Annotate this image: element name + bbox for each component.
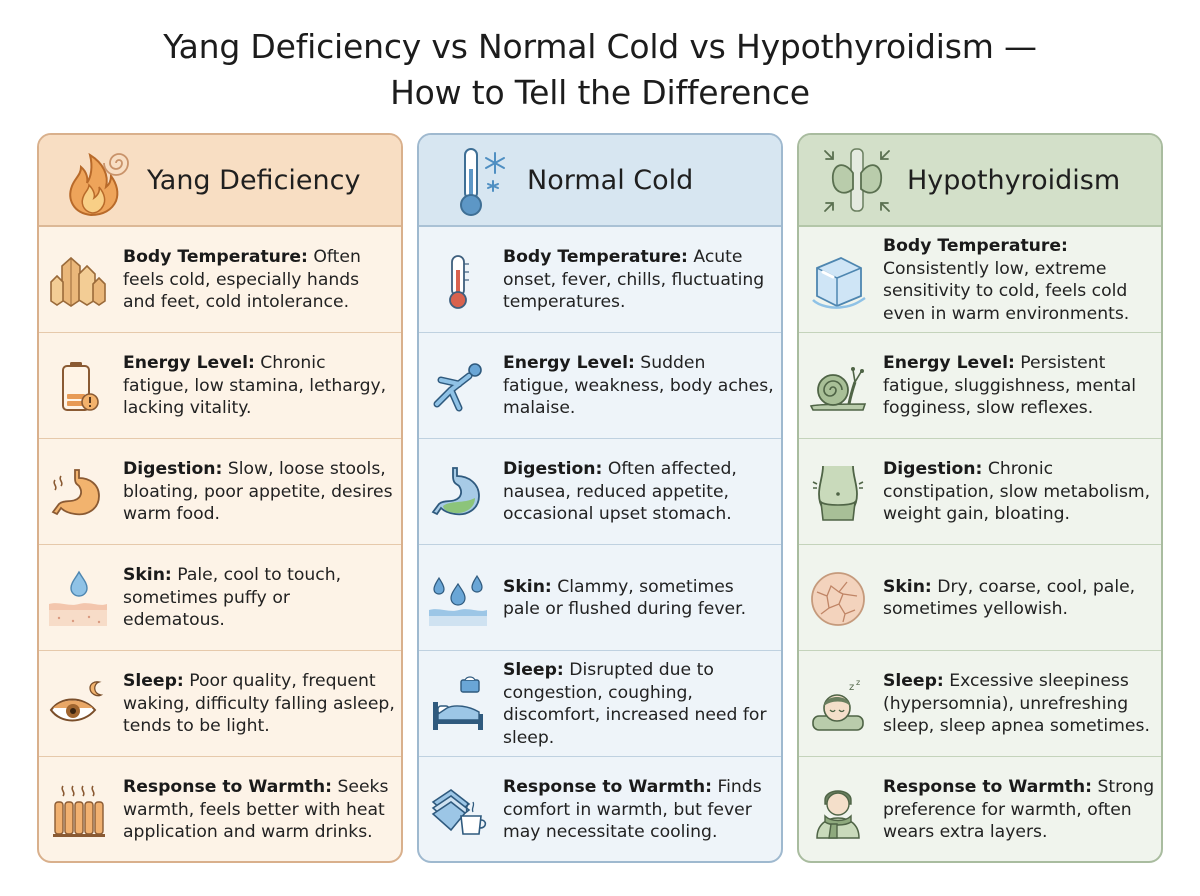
row-description: Finds comfort in warmth, but fever may n… bbox=[503, 777, 762, 843]
eye-moon-icon bbox=[49, 681, 104, 722]
row-description: Acute onset, fever, chills, fluctuating … bbox=[503, 247, 765, 313]
row-label: Sleep: bbox=[123, 671, 184, 692]
warm-stomach-icon bbox=[51, 469, 100, 516]
upset-stomach-icon bbox=[431, 467, 480, 516]
crystal-icon bbox=[50, 256, 106, 307]
row-skin: Skin: Pale, cool to touch, sometimes puf… bbox=[39, 545, 401, 651]
row-body-temperature: Body Temperature: Acute onset, fever, ch… bbox=[419, 227, 781, 333]
column-normal-cold: Normal Cold Body Temperature: Acute onse… bbox=[417, 133, 783, 863]
skin-droplet-icon bbox=[49, 570, 107, 626]
row-label: Energy Level: bbox=[503, 353, 635, 374]
blanket-tea-icon bbox=[431, 789, 487, 835]
row-sleep: Sleep: Disrupted due to congestion, coug… bbox=[419, 651, 781, 757]
row-label: Response to Warmth: bbox=[883, 777, 1093, 798]
flame-spiral-icon bbox=[69, 152, 129, 217]
column-header: Yang Deficiency bbox=[39, 135, 401, 227]
row-digestion: Digestion: Often affected, nausea, reduc… bbox=[419, 439, 781, 545]
row-description: Slow, loose stools, bloating, poor appet… bbox=[123, 459, 393, 525]
row-description: Consistently low, extreme sensitivity to… bbox=[883, 258, 1130, 324]
title-line-2: How to Tell the Difference bbox=[390, 73, 810, 112]
page-title: Yang Deficiency vs Normal Cold vs Hypoth… bbox=[0, 24, 1200, 116]
row-body-temperature: Body Temperature: Often feels cold, espe… bbox=[39, 227, 401, 333]
row-label: Response to Warmth: bbox=[503, 777, 713, 798]
svg-text:z: z bbox=[856, 678, 860, 687]
row-description: Clammy, sometimes pale or flushed during… bbox=[503, 576, 747, 620]
row-label: Body Temperature: bbox=[883, 236, 1068, 256]
row-label: Digestion: bbox=[123, 459, 223, 480]
row-label: Body Temperature: bbox=[503, 247, 688, 268]
row-description: Chronic fatigue, low stamina, lethargy, … bbox=[123, 353, 387, 419]
svg-text:z: z bbox=[849, 682, 854, 693]
column-header: Normal Cold bbox=[419, 135, 781, 227]
row-energy-level: Energy Level: Sudden fatigue, weakness, … bbox=[419, 333, 781, 439]
row-label: Body Temperature: bbox=[123, 247, 308, 268]
row-digestion: Digestion: Slow, loose stools, bloating,… bbox=[39, 439, 401, 545]
row-label: Digestion: bbox=[503, 459, 603, 480]
row-description: Excessive sleepiness (hypersomnia), unre… bbox=[883, 671, 1150, 737]
column-hypothyroidism: Hypothyroidism Body Temperature: Consist… bbox=[797, 133, 1163, 863]
row-response-to-warmth: Response to Warmth: Finds comfort in war… bbox=[419, 757, 781, 861]
row-sleep: Sleep: Poor quality, frequent waking, di… bbox=[39, 651, 401, 757]
row-label: Digestion: bbox=[883, 459, 983, 480]
row-label: Skin: bbox=[123, 565, 172, 586]
row-energy-level: Energy Level: Persistent fatigue, sluggi… bbox=[799, 333, 1161, 439]
falling-person-icon bbox=[433, 363, 482, 412]
row-description: Sudden fatigue, weakness, body aches, ma… bbox=[503, 353, 774, 419]
row-label: Energy Level: bbox=[883, 353, 1015, 374]
thermometer-icon bbox=[449, 255, 469, 309]
radiator-icon bbox=[53, 785, 105, 837]
row-label: Sleep: bbox=[503, 660, 564, 680]
row-description: Persistent fatigue, sluggishness, mental… bbox=[883, 353, 1137, 419]
row-response-to-warmth: Response to Warmth: Strong preference fo… bbox=[799, 757, 1161, 861]
row-description: Disrupted due to congestion, coughing, d… bbox=[503, 660, 767, 748]
thermometer-snowflake-icon bbox=[460, 148, 505, 216]
row-description: Seeks warmth, feels better with heat app… bbox=[123, 777, 389, 843]
row-label: Response to Warmth: bbox=[123, 777, 333, 798]
column-header: Hypothyroidism bbox=[799, 135, 1161, 227]
row-description: Poor quality, frequent waking, difficult… bbox=[123, 671, 395, 737]
belly-icon bbox=[812, 465, 864, 521]
row-label: Skin: bbox=[883, 576, 932, 597]
row-description: Strong preference for warmth, often wear… bbox=[883, 777, 1155, 843]
row-digestion: Digestion: Chronic constipation, slow me… bbox=[799, 439, 1161, 545]
column-title: Yang Deficiency bbox=[147, 165, 361, 196]
row-description: Pale, cool to touch, sometimes puffy or … bbox=[123, 565, 342, 631]
sleeping-face-icon: z z bbox=[812, 678, 864, 731]
column-yang-deficiency: Yang Deficiency Body Temperature: Often … bbox=[37, 133, 403, 863]
row-label: Sleep: bbox=[883, 671, 944, 692]
column-title: Normal Cold bbox=[527, 165, 694, 196]
ice-cube-icon bbox=[812, 257, 866, 309]
row-skin: Skin: Clammy, sometimes pale or flushed … bbox=[419, 545, 781, 651]
row-description: Often affected, nausea, reduced appetite… bbox=[503, 459, 737, 525]
row-description: Often feels cold, especially hands and f… bbox=[123, 247, 361, 313]
scarf-person-icon bbox=[816, 790, 860, 839]
row-body-temperature: Body Temperature: Consistently low, extr… bbox=[799, 227, 1161, 333]
bed-tissues-icon bbox=[433, 676, 483, 730]
row-description: Dry, coarse, cool, pale, sometimes yello… bbox=[883, 576, 1136, 620]
row-skin: Skin: Dry, coarse, cool, pale, sometimes… bbox=[799, 545, 1161, 651]
low-battery-icon bbox=[62, 362, 99, 411]
row-sleep: z z Sleep: Excessive sleepiness (hyperso… bbox=[799, 651, 1161, 757]
thyroid-icon bbox=[824, 148, 890, 212]
skin-droplets-icon bbox=[429, 574, 487, 626]
row-label: Skin: bbox=[503, 576, 552, 597]
cracked-skin-icon bbox=[811, 572, 865, 626]
row-response-to-warmth: Response to Warmth: Seeks warmth, feels … bbox=[39, 757, 401, 861]
title-line-1: Yang Deficiency vs Normal Cold vs Hypoth… bbox=[163, 27, 1037, 66]
snail-icon bbox=[809, 367, 867, 411]
row-energy-level: Energy Level: Chronic fatigue, low stami… bbox=[39, 333, 401, 439]
row-description: Chronic constipation, slow metabolism, w… bbox=[883, 459, 1151, 525]
row-label: Energy Level: bbox=[123, 353, 255, 374]
column-title: Hypothyroidism bbox=[907, 165, 1121, 196]
